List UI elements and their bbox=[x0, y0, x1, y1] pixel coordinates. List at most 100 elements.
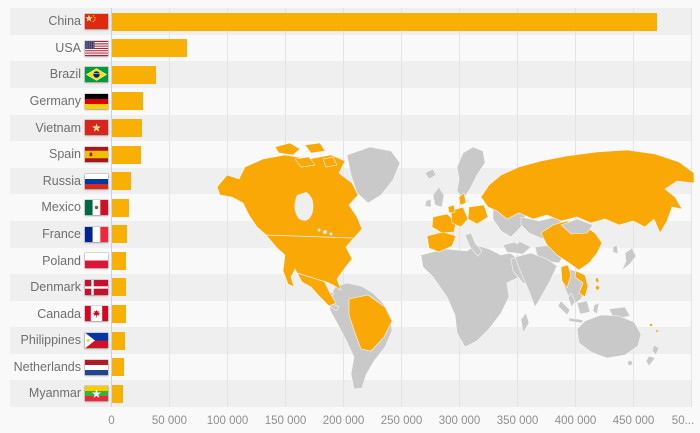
gridline bbox=[459, 8, 460, 407]
brazil-flag-icon bbox=[85, 67, 108, 83]
map-region-australia[interactable] bbox=[576, 314, 642, 359]
category-label-netherlands: Netherlands bbox=[13, 359, 81, 374]
france-flag-icon bbox=[85, 226, 108, 242]
bar-mexico[interactable] bbox=[111, 198, 129, 217]
x-tick-label: 350 000 bbox=[496, 415, 539, 427]
bar-denmark[interactable] bbox=[111, 278, 126, 297]
category-label-denmark: Denmark bbox=[30, 280, 81, 295]
bar-myanmar[interactable] bbox=[111, 384, 123, 403]
map-region-india[interactable] bbox=[514, 252, 558, 308]
gridline bbox=[401, 8, 402, 407]
mexico-flag-icon bbox=[85, 200, 108, 216]
map-region-scandinavia[interactable] bbox=[456, 146, 486, 200]
map-region-uk[interactable] bbox=[432, 186, 445, 208]
category-label-russia: Russia bbox=[42, 173, 81, 188]
map-region-sulawesi[interactable] bbox=[592, 302, 600, 315]
bar-russia[interactable] bbox=[111, 172, 132, 191]
great-lake-3 bbox=[317, 228, 321, 232]
map-region-africa[interactable] bbox=[420, 244, 528, 348]
bar-netherlands[interactable] bbox=[111, 358, 125, 377]
x-tick-label: 300 000 bbox=[438, 415, 481, 427]
map-region-sumatra[interactable] bbox=[557, 300, 571, 316]
bar-vietnam[interactable] bbox=[111, 118, 143, 137]
row-band bbox=[10, 380, 691, 407]
map-region-malay-peninsula[interactable] bbox=[567, 292, 576, 308]
gridline bbox=[691, 8, 692, 407]
map-region-spain[interactable] bbox=[426, 231, 457, 253]
x-tick-label: 150 000 bbox=[264, 415, 307, 427]
category-label-vietnam: Vietnam bbox=[35, 120, 81, 135]
bar-germany[interactable] bbox=[111, 92, 143, 111]
x-tick-label: 100 000 bbox=[206, 415, 249, 427]
bar-france[interactable] bbox=[111, 225, 128, 244]
world-map bbox=[205, 135, 700, 410]
category-label-brazil: Brazil bbox=[49, 67, 81, 82]
myanmar-flag-icon bbox=[85, 386, 108, 402]
map-region-tasmania[interactable] bbox=[627, 360, 633, 366]
map-region-denmark[interactable] bbox=[458, 192, 467, 206]
map-region-mongolia[interactable] bbox=[560, 218, 594, 235]
x-tick-label: 450 000 bbox=[612, 415, 655, 427]
map-region-borneo[interactable] bbox=[576, 300, 591, 315]
map-region-russia[interactable] bbox=[480, 149, 695, 234]
great-lake-2 bbox=[329, 232, 333, 236]
map-region-poland[interactable] bbox=[467, 204, 489, 225]
map-region-myanmar[interactable] bbox=[560, 264, 572, 289]
map-region-pacific-island-2[interactable] bbox=[656, 330, 658, 332]
bar-spain[interactable] bbox=[111, 145, 142, 164]
china-flag-icon bbox=[85, 14, 108, 30]
map-region-italy[interactable] bbox=[464, 232, 483, 257]
map-region-korea[interactable] bbox=[612, 244, 619, 255]
map-region-france[interactable] bbox=[431, 213, 457, 234]
map-region-north-america[interactable] bbox=[216, 154, 363, 307]
map-region-ireland[interactable] bbox=[424, 198, 432, 208]
category-label-poland: Poland bbox=[42, 253, 81, 268]
x-tick-label: 50... bbox=[671, 415, 695, 427]
x-tick-label: 200 000 bbox=[322, 415, 365, 427]
map-region-arctic-islands[interactable] bbox=[274, 142, 338, 168]
category-label-france: France bbox=[42, 226, 81, 241]
bar-canada[interactable] bbox=[111, 304, 126, 323]
category-label-usa: USA bbox=[55, 40, 81, 55]
poland-flag-icon bbox=[85, 253, 108, 269]
gridline bbox=[227, 8, 228, 407]
hudson-bay bbox=[294, 192, 314, 221]
us-canada-border bbox=[264, 234, 354, 239]
map-region-iceland[interactable] bbox=[424, 168, 437, 180]
map-region-netherlands[interactable] bbox=[447, 204, 456, 214]
x-tick-label: 400 000 bbox=[554, 415, 597, 427]
map-region-madagascar[interactable] bbox=[520, 312, 530, 334]
great-lake-1 bbox=[323, 230, 327, 234]
category-label-mexico: Mexico bbox=[41, 200, 81, 215]
bar-china[interactable] bbox=[111, 12, 657, 31]
map-region-japan[interactable] bbox=[621, 247, 637, 271]
map-region-philippines[interactable] bbox=[594, 276, 601, 292]
map-region-brazil[interactable] bbox=[348, 294, 393, 352]
bar-brazil[interactable] bbox=[111, 65, 156, 84]
bar-poland[interactable] bbox=[111, 251, 127, 270]
denmark-flag-icon bbox=[85, 279, 108, 295]
bar-usa[interactable] bbox=[111, 39, 187, 58]
vietnam-flag-icon bbox=[85, 120, 108, 136]
map-region-hispaniola[interactable] bbox=[336, 294, 340, 298]
world-map-svg bbox=[216, 142, 695, 390]
gridline bbox=[169, 8, 170, 407]
map-region-pacific-island-1[interactable] bbox=[649, 323, 653, 327]
map-region-java[interactable] bbox=[568, 317, 584, 324]
russia-flag-icon bbox=[85, 173, 108, 189]
category-label-philippines: Philippines bbox=[20, 333, 81, 348]
usa-flag-icon bbox=[85, 40, 108, 56]
map-region-vietnam[interactable] bbox=[574, 270, 589, 298]
spain-flag-icon bbox=[85, 146, 108, 162]
bar-philippines[interactable] bbox=[111, 331, 125, 350]
x-tick-label: 0 bbox=[108, 415, 115, 427]
map-region-greenland[interactable] bbox=[346, 146, 401, 204]
category-label-china: China bbox=[48, 14, 81, 29]
us-mexico-border bbox=[296, 272, 330, 284]
x-tick-label: 50 000 bbox=[151, 415, 188, 427]
philippines-flag-icon bbox=[85, 333, 108, 349]
germany-flag-icon bbox=[85, 93, 108, 109]
map-region-new-zealand[interactable] bbox=[645, 344, 660, 367]
canada-flag-icon bbox=[85, 306, 108, 322]
